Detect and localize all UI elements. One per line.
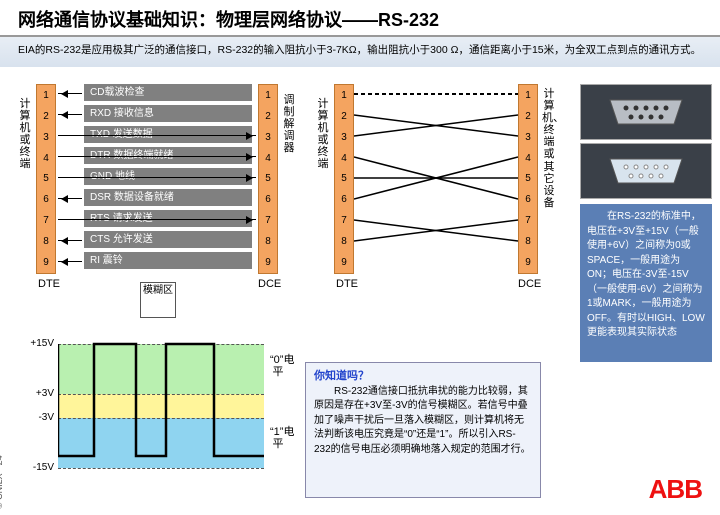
dce-label-2: DCE	[518, 278, 541, 290]
dte1-pins: 123456789	[36, 84, 56, 274]
sig-rxd: RXD 接收信息	[84, 105, 252, 122]
copyright: © CNILX - 24	[0, 455, 4, 509]
photo-db9-female	[580, 143, 712, 199]
page-title: 网络通信协议基础知识：物理层网络协议——RS-232	[0, 0, 720, 37]
tip-heading: 你知道吗？	[314, 369, 532, 385]
photo-db9-male	[580, 84, 712, 140]
tip-body: RS-232通信接口抵抗串扰的能力比较弱，其原因是存在+3V至-3V的信号模糊区…	[314, 385, 532, 458]
v-p3: +3V	[28, 388, 56, 399]
dce-label-1: DCE	[258, 278, 281, 290]
dce1-pins: 123456789	[258, 84, 278, 274]
v-p15: +15V	[28, 338, 56, 349]
signal-diagram: 计算机或终端 123456789 123456789 调制解调器 CD载波检查 …	[18, 84, 566, 302]
sig-cts: CTS 允许发送	[84, 231, 252, 248]
square-wave	[58, 326, 264, 476]
dce2-pins: 123456789	[518, 84, 538, 274]
v-n15: -15V	[28, 462, 56, 473]
side-fact: 在RS-232的标准中，电压在+3V至+15V（一般使用+6V）之间称为0或SP…	[580, 204, 712, 362]
description: EIA的RS-232是应用极其广泛的通信接口，RS-232的输入阻抗小于3-7K…	[0, 37, 720, 67]
voltage-waveform: +15V +3V -3V -15V “0”电平 “1”电平	[28, 326, 286, 478]
dte-label-1: DTE	[38, 278, 60, 290]
sig-cd: CD载波检查	[84, 84, 252, 101]
v-n3: -3V	[28, 412, 56, 423]
dte-label-2: DTE	[336, 278, 358, 290]
dte2-pins: 123456789	[334, 84, 354, 274]
fuzzy-zone-box: 模糊区	[140, 282, 176, 318]
dce2-label: 计算机、终端或其它设备	[542, 88, 556, 209]
q-1: “1”电平	[270, 426, 286, 450]
tip-box: 你知道吗？ RS-232通信接口抵抗串扰的能力比较弱，其原因是存在+3V至-3V…	[305, 362, 541, 498]
sig-ri: RI 震铃	[84, 252, 252, 269]
dte2-label: 计算机或终端	[316, 98, 330, 171]
dte1-label: 计算机或终端	[18, 98, 32, 171]
dce1-label: 调制解调器	[282, 94, 296, 154]
null-modem-lines	[354, 84, 518, 274]
abb-logo: ABB	[649, 474, 702, 505]
sig-dsr: DSR 数据设备就绪	[84, 189, 252, 206]
q-0: “0”电平	[270, 354, 286, 378]
